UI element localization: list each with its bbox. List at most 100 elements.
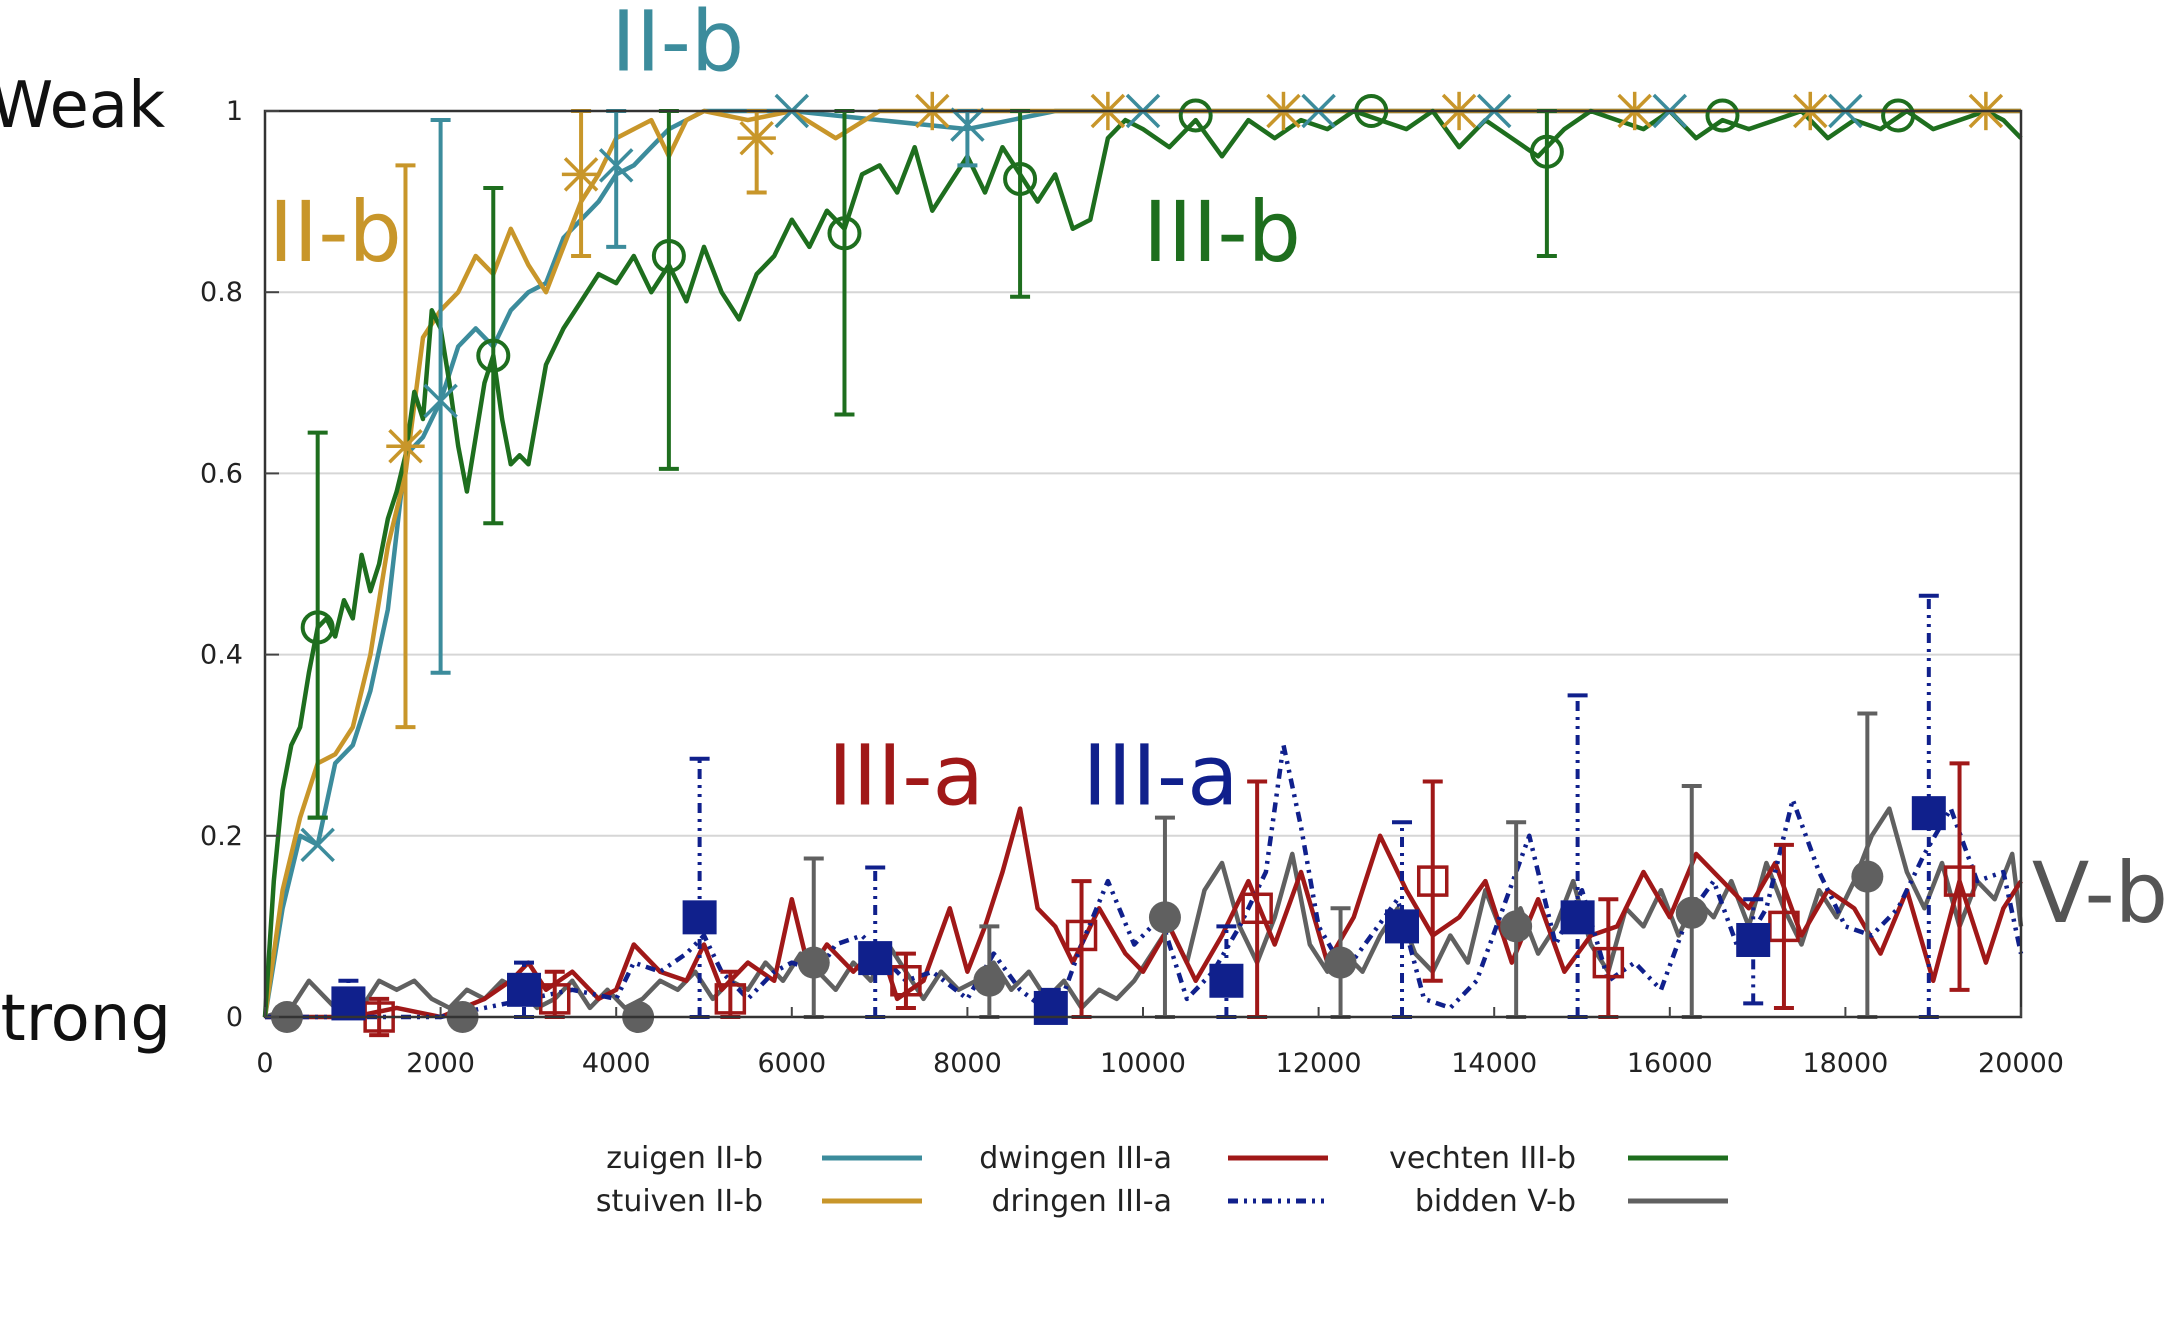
legend-item: stuiven II-b <box>596 1184 922 1219</box>
marker-dwingen-iii-a <box>1943 865 1976 897</box>
y-tick-label: 1 <box>226 96 243 127</box>
marker-dringen-iii-a <box>1209 963 1244 998</box>
error-bar-dwingen-iii-a <box>1949 761 1970 992</box>
marker-vechten-iii-b <box>1881 98 1916 133</box>
error-bar-zuigen-ii-b <box>606 109 627 249</box>
legend-label: dringen III-a <box>991 1184 1172 1219</box>
series-line-vechten-iii-b <box>262 108 2023 1018</box>
annotation-label: II-b <box>611 0 744 91</box>
error-bar-dwingen-iii-a <box>720 969 741 1019</box>
legend-label: dwingen III-a <box>979 1141 1172 1176</box>
error-bar-zuigen-ii-b <box>430 118 451 675</box>
annotations: II-b II-b III-b III-a III-a V-b <box>269 0 2168 942</box>
marker-vechten-iii-b <box>1003 161 1038 196</box>
marker-vechten-iii-b <box>1178 98 1213 133</box>
marker-dwingen-iii-a <box>890 965 922 997</box>
x-axis-ticks: 0 2000 4000 6000 8000 10000 12000 14000 16000 180… <box>256 1007 2064 1079</box>
error-bar-dringen-iii-a <box>689 756 710 1019</box>
marker-zuigen-ii-b <box>950 107 985 142</box>
error-bar-dwingen-iii-a <box>895 951 916 1010</box>
legend-label: vechten III-b <box>1389 1141 1576 1176</box>
x-tick-label: 18000 <box>1802 1048 1888 1079</box>
marker-vechten-iii-b <box>1529 134 1564 169</box>
y-tick-label: 0.4 <box>200 640 243 671</box>
legend-label: zuigen II-b <box>606 1141 763 1176</box>
error-bars <box>276 109 1970 1038</box>
error-bar-vechten-iii-b <box>658 109 679 471</box>
x-tick-label: 10000 <box>1100 1048 1186 1079</box>
x-tick-label: 4000 <box>582 1048 651 1079</box>
marker-stuiven-ii-b <box>386 427 425 466</box>
annotation-label: III-a <box>1083 726 1239 824</box>
marker-stuiven-ii-b <box>561 155 601 194</box>
annotation-label: II-b <box>269 183 402 281</box>
y-axis-ticks: 0 0.2 0.4 0.6 0.8 1 <box>200 96 279 1033</box>
x-tick-label: 12000 <box>1276 1048 1362 1079</box>
marker-bidden-v-b <box>1324 946 1357 979</box>
annotation-label: III-b <box>1143 183 1301 281</box>
grid-lines <box>265 291 2021 837</box>
marker-zuigen-ii-b <box>300 827 335 863</box>
marker-bidden-v-b <box>1500 910 1533 943</box>
marker-bidden-v-b <box>1675 896 1708 929</box>
marker-dringen-iii-a <box>858 941 893 976</box>
series-line-dwingen-iii-a <box>265 806 2023 1020</box>
error-bar-vechten-iii-b <box>834 109 855 417</box>
series-lines <box>262 108 2024 1020</box>
y-tick-label: 0.2 <box>200 821 243 852</box>
marker-vechten-iii-b <box>476 338 511 373</box>
error-bar-bidden-v-b <box>803 856 824 1019</box>
error-bar-vechten-iii-b <box>307 430 328 820</box>
marker-dringen-iii-a <box>1385 909 1420 944</box>
y-tick-label: 0.6 <box>200 458 243 489</box>
error-bar-dwingen-iii-a <box>1247 779 1268 1019</box>
marker-dringen-iii-a <box>331 986 366 1021</box>
marker-bidden-v-b <box>1851 860 1884 893</box>
y-tick-label: 0 <box>226 1002 243 1033</box>
marker-dringen-iii-a <box>1033 990 1068 1025</box>
error-bar-vechten-iii-b <box>483 186 504 526</box>
x-tick-label: 20000 <box>1978 1048 2064 1079</box>
error-bar-dwingen-iii-a <box>1422 779 1443 983</box>
y-axis-label-weak: Weak <box>0 69 165 143</box>
series-markers <box>270 91 2006 1033</box>
marker-dringen-iii-a <box>682 900 717 935</box>
legend: zuigen II-b stuiven II-b dwingen III-a drin… <box>596 1141 1728 1219</box>
marker-vechten-iii-b <box>300 610 335 645</box>
marker-dwingen-iii-a <box>1592 946 1625 979</box>
legend-label: bidden V-b <box>1415 1184 1576 1219</box>
marker-dwingen-iii-a <box>1065 919 1098 952</box>
annotation-label: III-a <box>828 726 984 824</box>
marker-bidden-v-b <box>797 946 830 979</box>
marker-dwingen-iii-a <box>1241 892 1273 925</box>
marker-stuiven-ii-b <box>737 118 776 158</box>
marker-dringen-iii-a <box>1911 796 1946 831</box>
error-bar-vechten-iii-b <box>1010 109 1031 299</box>
x-tick-label: 6000 <box>757 1048 826 1079</box>
marker-dwingen-iii-a <box>714 983 747 1015</box>
error-bar-dwingen-iii-a <box>1773 842 1794 1010</box>
marker-dringen-iii-a <box>507 972 542 1007</box>
x-tick-label: 16000 <box>1627 1048 1713 1079</box>
legend-label: stuiven II-b <box>596 1184 763 1219</box>
series-line-dringen-iii-a <box>265 742 2024 1020</box>
marker-bidden-v-b <box>973 964 1006 997</box>
marker-dringen-iii-a <box>1560 900 1595 935</box>
marker-bidden-v-b <box>1148 901 1181 934</box>
y-tick-label: 0.8 <box>200 277 243 308</box>
error-bar-vechten-iii-b <box>1536 109 1557 258</box>
annotation-label: V-b <box>2032 844 2168 942</box>
x-tick-label: 14000 <box>1451 1048 1537 1079</box>
x-tick-label: 0 <box>256 1048 273 1079</box>
marker-zuigen-ii-b <box>423 383 458 419</box>
legend-item: bidden V-b <box>1415 1184 1728 1219</box>
error-bar-dringen-iii-a <box>1567 693 1588 1019</box>
legend-item: zuigen II-b <box>606 1141 922 1176</box>
marker-dringen-iii-a <box>1736 922 1771 957</box>
marker-vechten-iii-b <box>1705 98 1740 133</box>
marker-vechten-iii-b <box>827 216 862 251</box>
legend-item: dringen III-a <box>991 1184 1328 1219</box>
legend-item: dwingen III-a <box>979 1141 1328 1176</box>
marker-vechten-iii-b <box>651 238 686 273</box>
